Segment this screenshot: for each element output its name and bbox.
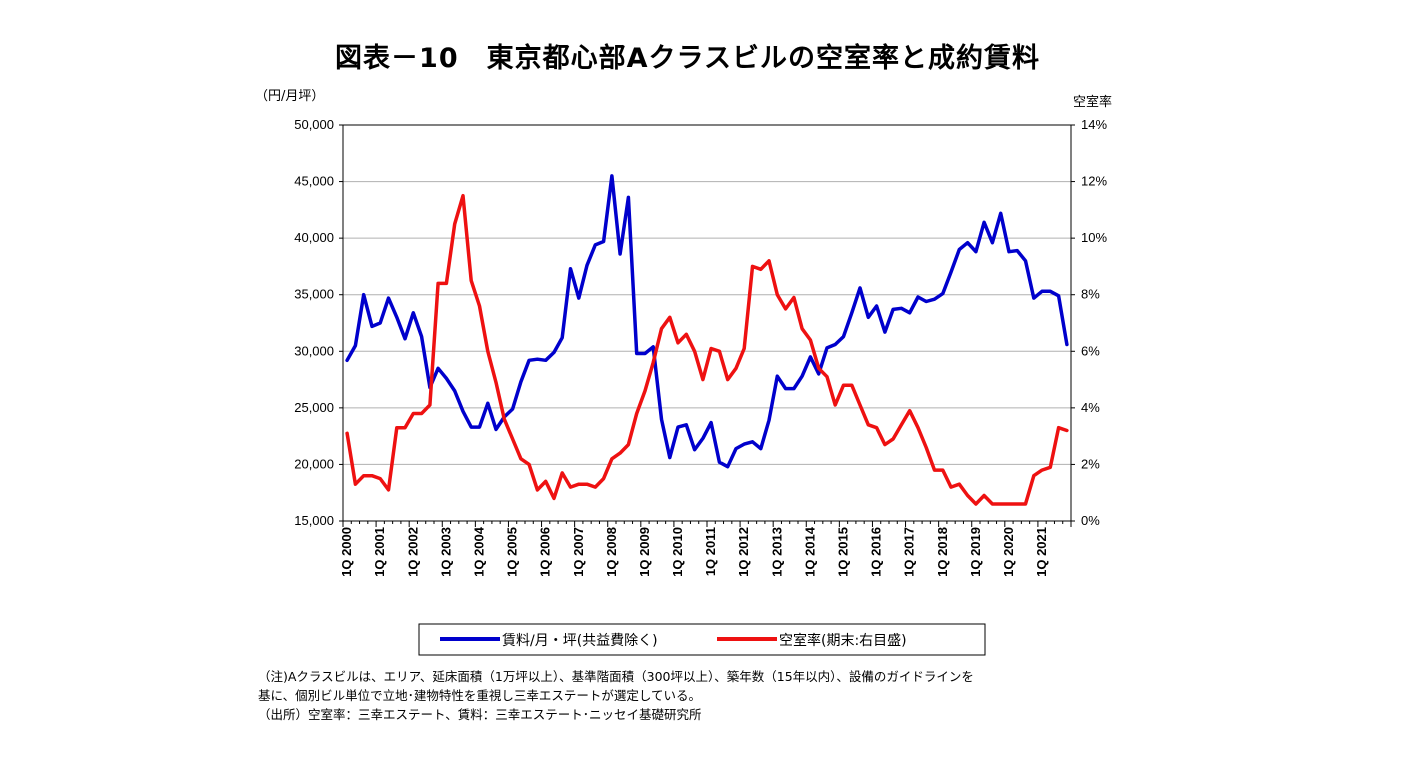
x-tick-label: 1Q 2021 (1034, 527, 1049, 577)
right-tick-label: 10% (1081, 230, 1107, 245)
grid-lines (343, 181, 1071, 465)
left-tick-label: 20,000 (294, 456, 334, 471)
x-tick-label: 1Q 2001 (372, 527, 387, 577)
right-tick-label: 12% (1081, 174, 1107, 189)
right-tick-label: 14% (1081, 117, 1107, 132)
right-tick-label: 2% (1081, 456, 1100, 471)
chart-title: 図表－10 東京都心部Aクラスビルの空室率と成約賃料 (335, 43, 1040, 74)
x-tick-label: 1Q 2002 (405, 527, 420, 577)
left-axis-ticks: 15,000 20,000 25,000 30,000 35,000 40,000 45,0… (294, 117, 343, 528)
x-tick-label: 1Q 2017 (902, 527, 917, 577)
right-axis-unit: 空室率 (1073, 94, 1112, 110)
x-tick-label: 1Q 2012 (736, 527, 751, 577)
left-tick-label: 45,000 (294, 174, 334, 189)
x-tick-label: 1Q 2006 (538, 527, 553, 577)
left-tick-label: 25,000 (294, 400, 334, 415)
left-tick-label: 30,000 (294, 343, 334, 358)
x-tick-label: 1Q 2000 (339, 527, 354, 577)
left-tick-label: 40,000 (294, 230, 334, 245)
note-line-1: （注)Aクラスビルは、エリア、延床面積（1万坪以上）、基準階面積（300坪以上）… (258, 669, 974, 684)
x-tick-label: 1Q 2013 (769, 527, 784, 577)
x-tick-label: 1Q 2010 (670, 527, 685, 577)
x-tick-label: 1Q 2015 (836, 527, 851, 577)
right-tick-label: 8% (1081, 287, 1100, 302)
left-tick-label: 35,000 (294, 287, 334, 302)
x-tick-label: 1Q 2007 (571, 527, 586, 577)
x-tick-label: 1Q 2009 (637, 527, 652, 577)
x-axis-ticks: 1Q 2000 1Q 2001 1Q 2002 1Q 2003 1Q 2004 1Q 20… (339, 521, 1072, 577)
right-tick-label: 0% (1081, 513, 1100, 528)
x-tick-label: 1Q 2018 (935, 527, 950, 577)
legend-label-vacancy: 空室率(期末:右目盛) (779, 632, 907, 649)
note-line-3: （出所）空室率：三幸エステート、賃料：三幸エステート･ニッセイ基礎研究所 (258, 707, 702, 722)
series-line-rent (345, 174, 1069, 469)
x-tick-label: 1Q 2014 (802, 526, 817, 577)
series-layer (345, 174, 1069, 506)
note-line-2: 基に、個別ビル単位で立地･建物特性を重視し三幸エステートが選定している。 (258, 688, 702, 703)
right-tick-label: 6% (1081, 343, 1100, 358)
left-tick-label: 50,000 (294, 117, 334, 132)
notes: （注)Aクラスビルは、エリア、延床面積（1万坪以上）、基準階面積（300坪以上）… (258, 667, 1138, 724)
legend-label-rent: 賃料/月・坪(共益費除く) (502, 633, 658, 649)
x-tick-label: 1Q 2004 (472, 526, 487, 577)
x-tick-label: 1Q 2020 (1001, 527, 1016, 577)
legend-box (418, 623, 986, 656)
right-tick-label: 4% (1081, 400, 1100, 415)
legend: 賃料/月・坪(共益費除く) 空室率(期末:右目盛) (418, 623, 986, 656)
x-tick-label: 1Q 2005 (505, 527, 520, 577)
plot-area (342, 124, 1072, 522)
x-tick-label: 1Q 2016 (869, 527, 884, 577)
x-tick-label: 1Q 2011 (703, 527, 718, 576)
left-tick-label: 15,000 (294, 513, 334, 528)
x-tick-label: 1Q 2003 (438, 527, 453, 577)
series-line-vacancy (345, 193, 1069, 506)
x-tick-label: 1Q 2008 (604, 527, 619, 577)
x-tick-label: 1Q 2019 (968, 527, 983, 577)
right-axis-ticks: 0% 2% 4% 6% 8% 10% 12% 14% (1071, 117, 1107, 528)
left-axis-unit: （円/月坪） (255, 89, 324, 104)
